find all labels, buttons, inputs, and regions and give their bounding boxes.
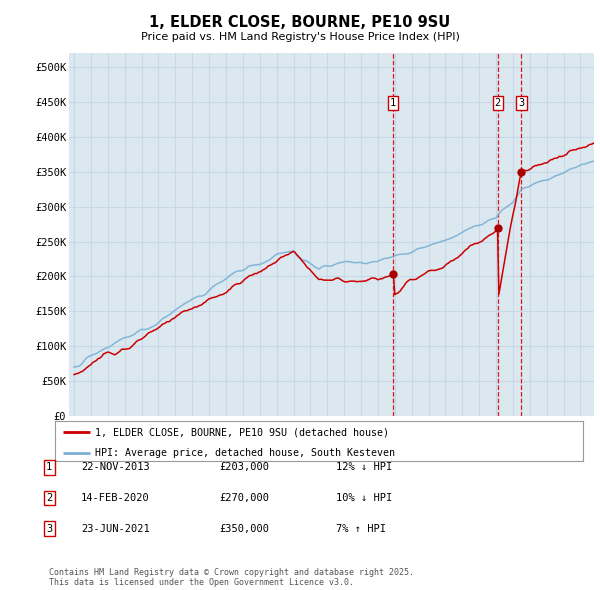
Text: 14-FEB-2020: 14-FEB-2020 [81,493,150,503]
Text: 10% ↓ HPI: 10% ↓ HPI [336,493,392,503]
Text: £203,000: £203,000 [219,463,269,472]
Text: 7% ↑ HPI: 7% ↑ HPI [336,524,386,533]
Text: 2: 2 [494,98,501,108]
Text: Price paid vs. HM Land Registry's House Price Index (HPI): Price paid vs. HM Land Registry's House … [140,32,460,42]
Text: 1: 1 [46,463,52,472]
Text: 22-NOV-2013: 22-NOV-2013 [81,463,150,472]
Text: 3: 3 [518,98,524,108]
Text: 3: 3 [46,524,52,533]
Point [517,167,526,176]
Text: 2: 2 [46,493,52,503]
Text: 23-JUN-2021: 23-JUN-2021 [81,524,150,533]
Text: HPI: Average price, detached house, South Kesteven: HPI: Average price, detached house, Sout… [95,448,395,458]
Text: 1, ELDER CLOSE, BOURNE, PE10 9SU: 1, ELDER CLOSE, BOURNE, PE10 9SU [149,15,451,30]
Text: 1, ELDER CLOSE, BOURNE, PE10 9SU (detached house): 1, ELDER CLOSE, BOURNE, PE10 9SU (detach… [95,428,389,438]
Point [388,270,398,279]
Text: 12% ↓ HPI: 12% ↓ HPI [336,463,392,472]
Text: This data is licensed under the Open Government Licence v3.0.: This data is licensed under the Open Gov… [49,578,354,587]
Text: £270,000: £270,000 [219,493,269,503]
Text: £350,000: £350,000 [219,524,269,533]
Text: Contains HM Land Registry data © Crown copyright and database right 2025.: Contains HM Land Registry data © Crown c… [49,568,414,577]
Text: 1: 1 [390,98,396,108]
Point [493,223,503,232]
